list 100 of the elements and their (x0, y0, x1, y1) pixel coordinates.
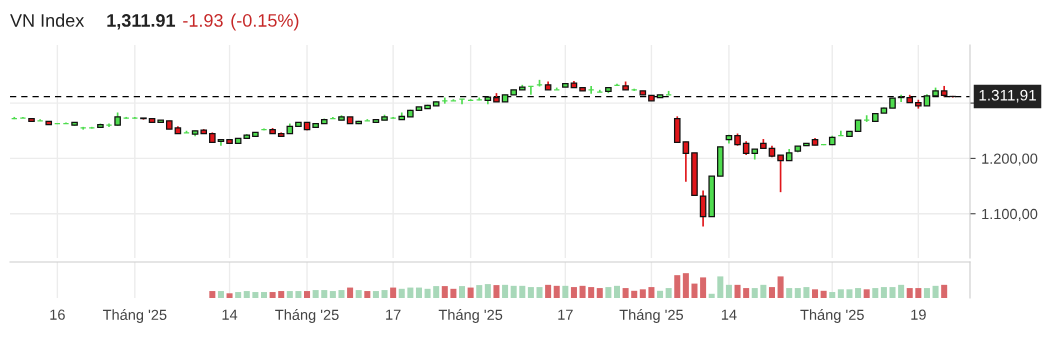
bar (321, 290, 328, 298)
bar (450, 288, 457, 298)
bar (941, 284, 948, 298)
text: -1.93 (183, 14, 223, 27)
bar (398, 288, 405, 298)
x-tick-label: 17 (386, 309, 401, 320)
bar (424, 288, 431, 298)
x-tick-label: Tháng '25 (619, 309, 684, 323)
x-tick-label: 19 (911, 309, 926, 320)
bar (863, 289, 870, 298)
bar (338, 290, 345, 298)
bar (889, 287, 896, 298)
bar (243, 291, 250, 298)
bar (700, 277, 707, 298)
bar (588, 287, 595, 298)
bar (777, 276, 784, 298)
bar (278, 291, 285, 298)
bar (329, 291, 336, 298)
bar (217, 291, 224, 298)
bar (674, 275, 681, 298)
bar (364, 291, 371, 298)
bar (493, 285, 500, 298)
bar (209, 291, 216, 298)
bar (631, 290, 638, 298)
x-tick-label: Tháng '25 (275, 309, 339, 323)
bar (898, 284, 905, 298)
bar (433, 286, 440, 298)
bar (682, 273, 689, 298)
chart-title: VN Index (10, 13, 85, 27)
bar (622, 288, 629, 298)
y-tick-label: 1.200,00 (982, 153, 1038, 166)
candlestick (682, 140, 690, 183)
bar (304, 291, 311, 298)
x-tick-label: 14 (222, 309, 238, 320)
bar (812, 289, 819, 298)
bar (527, 287, 534, 298)
bar (829, 292, 836, 298)
bar (734, 284, 741, 298)
bar (596, 288, 603, 298)
bar (226, 293, 233, 298)
x-tick-label: 16 (50, 309, 65, 320)
bar (459, 286, 466, 298)
ref-line-label: 1.311,91 (979, 89, 1036, 103)
x-tick-label: Tháng '25 (438, 309, 503, 323)
bar (880, 287, 887, 298)
x-tick-label: Tháng '25 (102, 309, 167, 323)
bar (260, 292, 267, 298)
bar (372, 291, 379, 298)
candlestick (777, 154, 784, 193)
bar (846, 289, 853, 298)
bar (923, 288, 930, 298)
bar (295, 291, 302, 298)
x-tick-label: 17 (558, 309, 573, 320)
bar (553, 285, 560, 298)
bar (872, 288, 879, 298)
bar (467, 287, 474, 298)
bar (932, 285, 939, 298)
bar (312, 290, 319, 298)
bar (390, 287, 397, 298)
bar (605, 287, 612, 298)
bar (665, 288, 672, 298)
bar (708, 293, 715, 298)
bar (510, 285, 517, 298)
x-tick-label: 14 (721, 309, 737, 320)
bar (269, 292, 276, 298)
bar (415, 287, 422, 298)
bar (536, 287, 543, 298)
bar (820, 290, 827, 298)
bar (519, 285, 526, 298)
bar (743, 288, 750, 298)
bar (717, 276, 724, 298)
bar (355, 290, 362, 298)
candlestick (699, 189, 707, 228)
bar (286, 291, 293, 298)
bar (381, 290, 388, 298)
text: 1,311.91 (107, 14, 176, 30)
bar (691, 283, 698, 298)
bar (906, 288, 913, 298)
bar (570, 287, 577, 298)
bar (562, 285, 569, 298)
bar (407, 287, 414, 298)
bar (639, 289, 646, 298)
bar (786, 288, 793, 298)
candlestick (673, 115, 681, 144)
bar (235, 292, 242, 298)
bar (476, 285, 483, 298)
bar (252, 292, 259, 298)
bar (837, 289, 844, 298)
bar (794, 288, 801, 298)
bar (725, 284, 732, 298)
bar (768, 287, 775, 298)
bar (760, 284, 767, 298)
bar (855, 288, 862, 298)
bar (484, 284, 491, 298)
bar (441, 286, 448, 298)
bar (803, 287, 810, 298)
bar (613, 285, 621, 298)
y-tick-label: 1.100,00 (982, 208, 1038, 221)
bar (579, 285, 586, 298)
bar (648, 287, 655, 298)
